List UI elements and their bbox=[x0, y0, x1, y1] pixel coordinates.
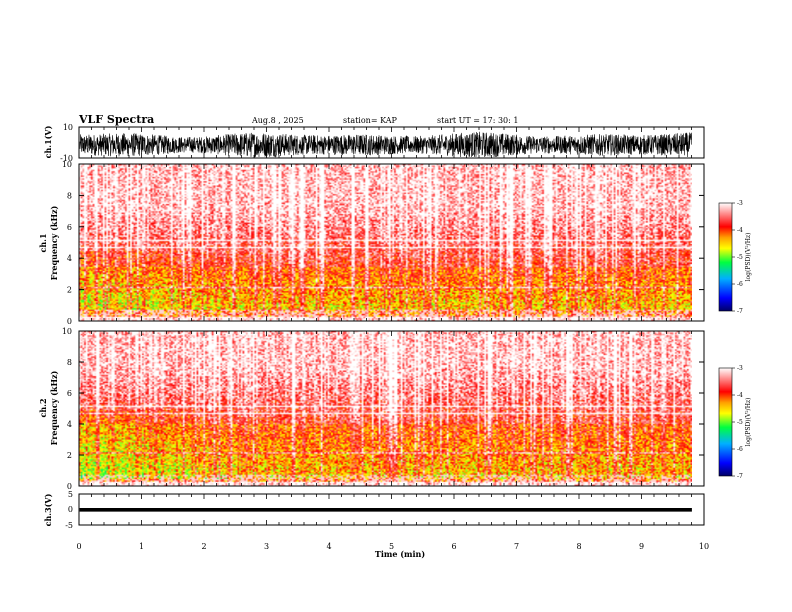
ch3-ytick-bottom: -5 bbox=[65, 521, 73, 530]
x-tick-label: 6 bbox=[451, 542, 456, 551]
ch1-spectrogram-image bbox=[79, 164, 692, 321]
ch2-spectrogram-panel: 0 2 4 6 8 10 ch.2 Frequency (kHz) bbox=[38, 327, 705, 491]
x-tick-label: 8 bbox=[576, 542, 581, 551]
spec2-ytick-label: 6 bbox=[67, 389, 72, 398]
ch1-ylabel: ch.1(V) bbox=[43, 125, 53, 158]
colorbar-ch2: -3 -4 -5 -6 -7 log(PSD)(V²/Hz) bbox=[718, 365, 752, 480]
ch1-spectrogram-panel: 0 2 4 6 8 10 ch.1 Frequency (kHz) bbox=[38, 160, 705, 326]
colorbar-tick-label: -6 bbox=[737, 446, 743, 453]
x-axis-label: Time (min) bbox=[375, 549, 425, 559]
colorbar-tick-label: -3 bbox=[737, 200, 743, 207]
ch3-ylabel: ch.3(V) bbox=[43, 493, 53, 526]
spec1-ytick-label: 6 bbox=[67, 223, 72, 232]
spec2-ytick-label: 4 bbox=[67, 420, 72, 429]
ch2-spectrogram-image bbox=[79, 331, 692, 486]
spec1-ytick-label: 8 bbox=[67, 191, 72, 200]
spec2-ytick-label: 2 bbox=[67, 451, 72, 460]
colorbar-tick-label: -5 bbox=[737, 254, 743, 261]
x-tick-label: 7 bbox=[514, 542, 519, 551]
ch1-ytick-top: 10 bbox=[63, 123, 73, 132]
colorbar-tick-label: -3 bbox=[737, 365, 743, 372]
ch1-spec-ylabel-channel: ch.1 bbox=[38, 233, 48, 252]
spec2-ytick-label: 0 bbox=[67, 482, 72, 491]
ch1-ytick-bottom: -10 bbox=[60, 154, 73, 163]
ch1-spec-ylabel-frequency: Frequency (kHz) bbox=[49, 205, 59, 280]
x-tick-label: 0 bbox=[76, 542, 81, 551]
x-tick-label: 1 bbox=[139, 542, 144, 551]
ch3-ytick-top: 5 bbox=[68, 490, 73, 499]
date-label: Aug.8 , 2025 bbox=[251, 116, 304, 125]
x-tick-label: 2 bbox=[201, 542, 206, 551]
x-tick-label: 9 bbox=[639, 542, 644, 551]
spec1-ytick-label: 10 bbox=[62, 160, 72, 169]
colorbar-tick-label: -5 bbox=[737, 419, 743, 426]
spec1-ytick-label: 0 bbox=[67, 317, 72, 326]
start-time-label: start UT = 17: 30: 1 bbox=[437, 116, 518, 125]
station-label: station= KAP bbox=[343, 116, 398, 125]
colorbar-tick-label: -6 bbox=[737, 281, 743, 288]
spec1-ytick-label: 4 bbox=[67, 254, 72, 263]
x-tick-label: 3 bbox=[264, 542, 269, 551]
ch1-waveform-panel: 10 -10 ch.1(V) bbox=[43, 123, 705, 163]
colorbar-tick-label: -4 bbox=[737, 227, 743, 234]
colorbar-ch1-label: log(PSD)(V²/Hz) bbox=[745, 233, 752, 282]
ch3-ytick-mid: 0 bbox=[68, 505, 73, 514]
x-tick-label: 4 bbox=[326, 542, 331, 551]
ch2-spec-ylabel-channel: ch.2 bbox=[38, 398, 48, 417]
spec2-ytick-label: 10 bbox=[62, 327, 72, 336]
colorbar-ch1: -3 -4 -5 -6 -7 log(PSD)(V²/Hz) bbox=[718, 200, 752, 315]
spec2-ytick-label: 8 bbox=[67, 358, 72, 367]
ch3-waveform-line bbox=[79, 508, 692, 512]
colorbar-tick-label: -7 bbox=[737, 308, 743, 315]
colorbar-tick-label: -7 bbox=[737, 473, 743, 480]
ch3-waveform-panel: 5 0 -5 ch.3(V) bbox=[43, 490, 705, 530]
colorbar-tick-label: -4 bbox=[737, 392, 743, 399]
ch1-waveform-line bbox=[79, 131, 692, 158]
chart-title: VLF Spectra bbox=[78, 113, 154, 126]
colorbar-ch2-label: log(PSD)(V²/Hz) bbox=[745, 398, 752, 447]
ch2-spec-ylabel-frequency: Frequency (kHz) bbox=[49, 370, 59, 445]
spec1-ytick-label: 2 bbox=[67, 286, 72, 295]
x-tick-label: 10 bbox=[699, 542, 709, 551]
x-tick-label: 5 bbox=[389, 542, 394, 551]
